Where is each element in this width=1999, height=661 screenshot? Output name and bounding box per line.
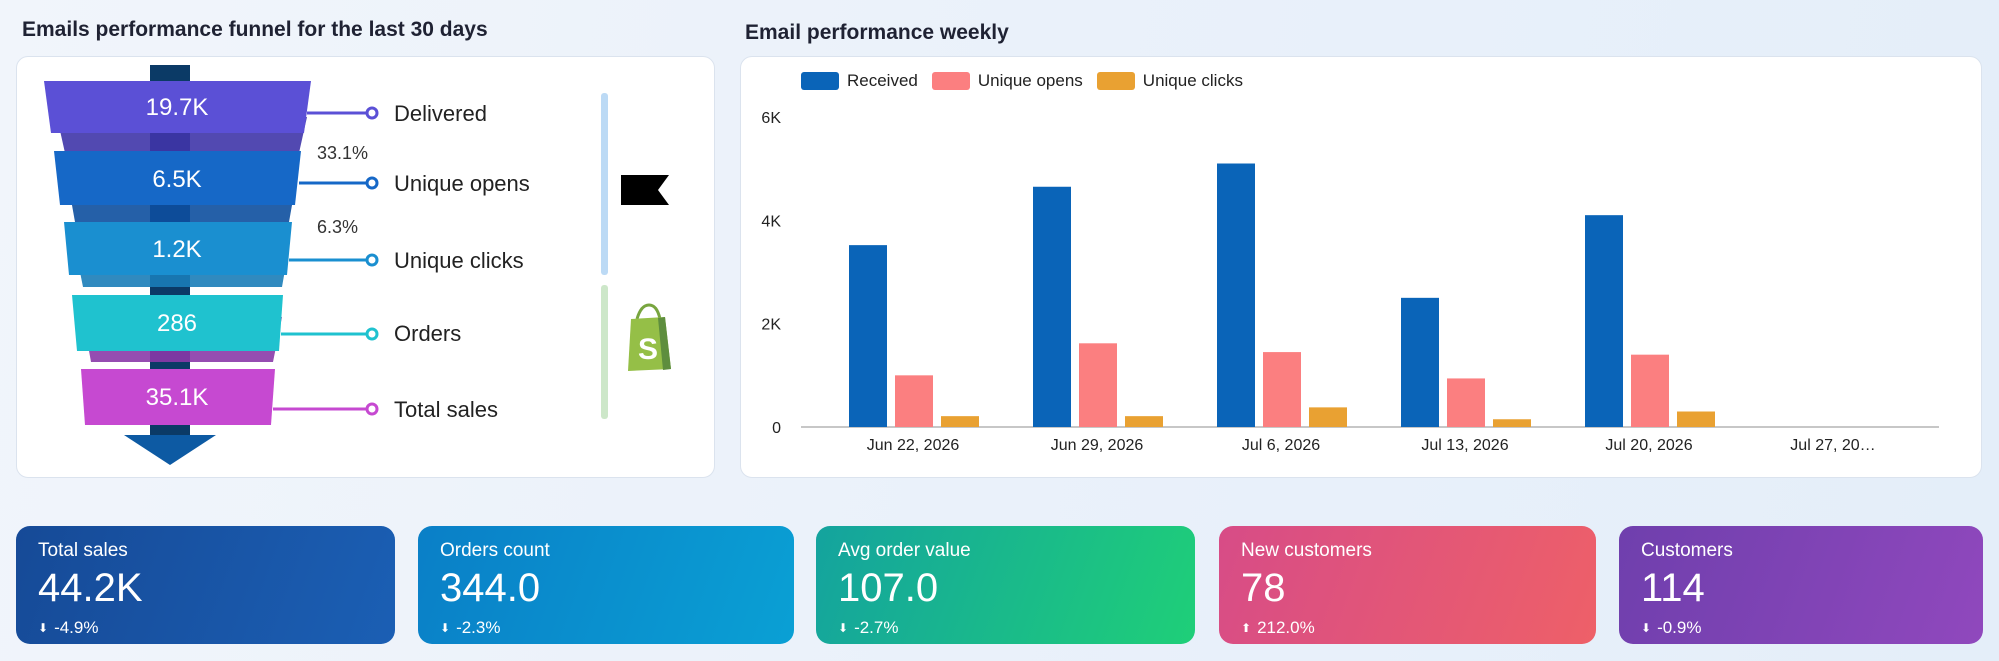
kpi-value: 344.0: [440, 566, 541, 610]
kpi-title: New customers: [1241, 540, 1372, 561]
bar-unique-clicks[interactable]: [1309, 407, 1347, 427]
kpi-change: ⬇ -0.9%: [1641, 618, 1961, 638]
arrow-down-icon: ⬇: [38, 621, 49, 635]
funnel-arrow-icon: [124, 435, 216, 465]
x-tick-label: Jul 13, 2026: [1421, 437, 1508, 454]
kpi-card-new-customers: New customers 78 ⬆ 212.0%: [1219, 526, 1596, 644]
funnel-card: 19.7K 6.5K 1.2K 286 35.1K S Delivered Un…: [16, 56, 715, 478]
arrow-down-icon: ⬇: [838, 621, 849, 635]
kpi-change-value: -0.9%: [1657, 618, 1702, 637]
y-tick-label: 2K: [761, 317, 781, 334]
y-tick-label: 4K: [761, 213, 781, 230]
funnel-rate-clicks: 6.3%: [317, 217, 359, 237]
legend-label: Unique clicks: [1142, 71, 1243, 90]
funnel-label-total-sales: Total sales: [394, 397, 498, 422]
kpi-value: 44.2K: [38, 566, 143, 610]
funnel-label-unique-clicks: Unique clicks: [394, 248, 524, 273]
flag-icon: [621, 175, 669, 205]
funnel-connector-dot: [365, 402, 379, 416]
kpi-title: Orders count: [440, 540, 550, 561]
weekly-chart-card: Received Unique opens Unique clicks 0 2K 4…: [740, 56, 1982, 478]
kpi-change-value: 212.0%: [1257, 618, 1315, 637]
email-source-bar: [601, 93, 608, 275]
funnel-value-delivered: 19.7K: [146, 94, 209, 121]
kpi-value: 78: [1241, 566, 1286, 610]
funnel-band-unique-opens: [54, 151, 301, 205]
legend-swatch: [801, 72, 839, 90]
bar-unique-clicks[interactable]: [1677, 411, 1715, 428]
kpi-card-avg-order-value: Avg order value 107.0 ⬇ -2.7%: [816, 526, 1195, 644]
funnel-connector-dot: [365, 327, 379, 341]
funnel-connector-dot: [365, 176, 379, 190]
legend-label: Received: [847, 71, 918, 90]
legend-swatch: [931, 72, 970, 90]
funnel-rate-opens: 33.1%: [317, 143, 369, 163]
bar-unique-clicks[interactable]: [941, 416, 979, 427]
bar-received[interactable]: [1401, 297, 1439, 427]
bar-unique-opens[interactable]: [895, 375, 933, 427]
y-tick-label: 0: [772, 420, 781, 437]
chart-legend: Received Unique opens Unique clicks: [801, 71, 1247, 91]
y-tick-label: 6K: [761, 110, 781, 127]
funnel-connector-dot: [365, 253, 379, 267]
kpi-change-value: -2.7%: [854, 618, 899, 637]
weekly-bar-chart: 0 2K 4K 6K Jun 22, 2026 Jun 29, 2026 Jul 6, 20…: [761, 110, 1939, 454]
funnel-band-orders: [72, 295, 283, 351]
bar-received[interactable]: [1033, 186, 1071, 427]
bar-received[interactable]: [1217, 163, 1255, 428]
funnel-connector-dot: [365, 106, 379, 120]
arrow-down-icon: ⬇: [1641, 621, 1652, 635]
funnel-graphic: 19.7K 6.5K 1.2K 286 35.1K S: [44, 65, 671, 465]
kpi-title: Customers: [1641, 540, 1733, 561]
kpi-card-total-sales: Total sales 44.2K ⬇ -4.9%: [16, 526, 395, 644]
funnel-label-delivered: Delivered: [394, 101, 487, 126]
funnel-section-title: Emails performance funnel for the last 3…: [22, 18, 488, 41]
bar-unique-clicks[interactable]: [1125, 416, 1163, 427]
legend-item-unique-opens[interactable]: Unique opens: [931, 71, 1083, 91]
kpi-change: ⬇ -2.3%: [440, 618, 772, 638]
legend-item-unique-clicks[interactable]: Unique clicks: [1096, 71, 1243, 91]
kpi-card-customers: Customers 114 ⬇ -0.9%: [1619, 526, 1983, 644]
funnel-label-orders: Orders: [394, 321, 462, 346]
kpi-value: 114: [1641, 566, 1705, 610]
bar-unique-opens[interactable]: [1079, 343, 1117, 427]
x-tick-label: Jul 20, 2026: [1605, 437, 1692, 454]
x-tick-label: Jun 22, 2026: [867, 437, 960, 454]
svg-text:S: S: [638, 333, 658, 366]
kpi-card-orders-count: Orders count 344.0 ⬇ -2.3%: [418, 526, 794, 644]
kpi-change: ⬇ -2.7%: [838, 618, 1173, 638]
kpi-title: Total sales: [38, 540, 128, 561]
legend-item-received[interactable]: Received: [801, 71, 918, 91]
legend-label: Unique opens: [977, 71, 1083, 90]
bar-unique-opens[interactable]: [1263, 352, 1301, 427]
bar-unique-opens[interactable]: [1447, 378, 1485, 427]
funnel-value-orders: 286: [157, 310, 197, 337]
kpi-change-value: -2.3%: [456, 618, 501, 637]
kpi-change: ⬇ -4.9%: [38, 618, 373, 638]
kpi-value: 107.0: [838, 566, 939, 610]
arrow-up-icon: ⬆: [1241, 621, 1252, 635]
funnel-band-total-sales: [81, 369, 275, 425]
funnel-label-unique-opens: Unique opens: [394, 171, 530, 196]
bar-received[interactable]: [1585, 215, 1623, 427]
chart-section-title: Email performance weekly: [745, 21, 1009, 44]
funnel-value-total-sales: 35.1K: [146, 384, 209, 411]
funnel-band-unique-clicks: [64, 222, 292, 275]
bar-unique-opens[interactable]: [1631, 354, 1669, 427]
kpi-change: ⬆ 212.0%: [1241, 618, 1574, 638]
x-tick-label: Jul 27, 20…: [1790, 437, 1875, 454]
bar-received[interactable]: [849, 245, 887, 427]
shopify-bag-icon: S: [628, 303, 671, 371]
legend-swatch: [1096, 72, 1135, 90]
x-tick-label: Jul 6, 2026: [1242, 437, 1320, 454]
funnel-band-delivered: [44, 81, 311, 133]
funnel-value-unique-opens: 6.5K: [152, 166, 201, 193]
bar-unique-clicks[interactable]: [1493, 419, 1531, 427]
x-tick-label: Jun 29, 2026: [1051, 437, 1144, 454]
funnel-value-unique-clicks: 1.2K: [152, 236, 201, 263]
arrow-down-icon: ⬇: [440, 621, 451, 635]
kpi-title: Avg order value: [838, 540, 971, 561]
shop-source-bar: [601, 285, 608, 419]
kpi-change-value: -4.9%: [54, 618, 99, 637]
